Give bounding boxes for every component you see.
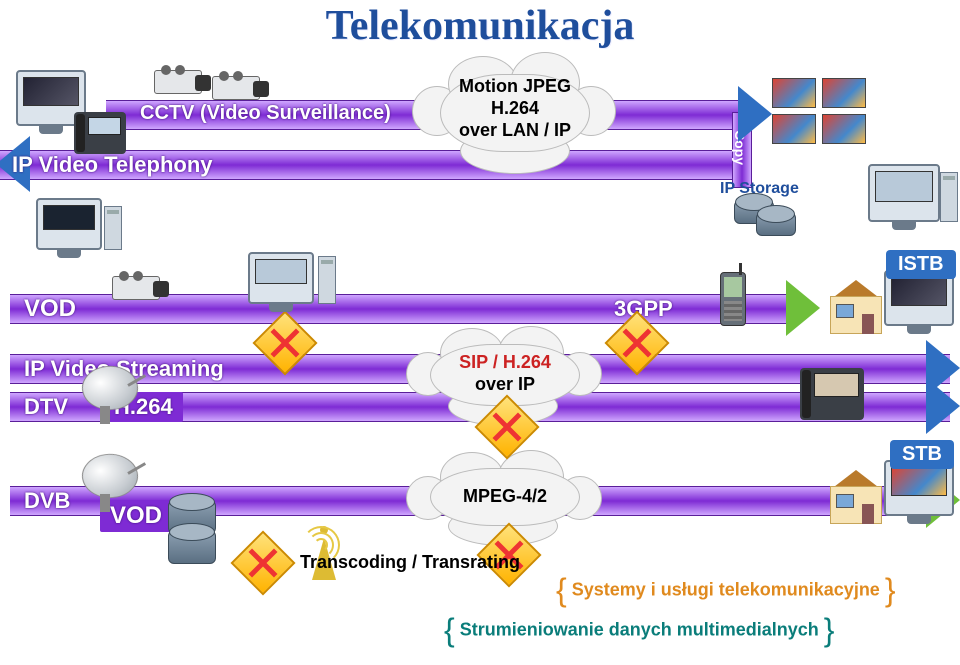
brace-right-icon-2: }	[824, 612, 835, 648]
brace-left-icon-2: {	[444, 612, 455, 648]
cloud-top-l2: H.264	[430, 98, 600, 119]
thumbnail-4	[822, 114, 866, 144]
dish-dvb	[82, 448, 138, 504]
diagram-stage: { "title": "Telekomunikacja", "colors": …	[0, 0, 960, 665]
thumbnail-2	[822, 78, 866, 108]
cloud-mid-l1: SIP / H.264	[420, 352, 590, 373]
hub-2	[484, 404, 530, 450]
tower-left	[104, 206, 122, 250]
ipphone-top-left	[74, 112, 126, 154]
hub-5	[240, 540, 286, 586]
thumbnail-3	[772, 114, 816, 144]
arrow-vod	[786, 280, 820, 336]
camera-cctv-2	[212, 76, 260, 100]
label-dvb: DVB	[24, 488, 70, 514]
ipstorage-cyl-2	[756, 212, 796, 236]
label-cctv: CCTV (Video Surveillance)	[140, 102, 391, 125]
dish-dtv	[82, 360, 138, 416]
cloud-bot-l1: MPEG-4/2	[420, 486, 590, 507]
house-stb	[830, 486, 882, 524]
caption-orange: { Systemy i usługi telekomunikacyjne }	[556, 572, 896, 609]
ipphone-right	[800, 368, 864, 420]
brace-right-icon: }	[885, 572, 896, 608]
workstation-left	[36, 198, 102, 250]
caption-teal-text: Strumieniowanie danych multimedialnych	[460, 619, 819, 639]
workstation-right	[868, 164, 940, 222]
arrow-cctv	[738, 86, 772, 142]
camera-cctv-1	[154, 70, 202, 94]
house-istb	[830, 296, 882, 334]
hub-3	[614, 320, 660, 366]
cloud-top-l3: over LAN / IP	[430, 120, 600, 141]
streaming-monitor	[248, 252, 314, 304]
cloud-motionjpeg: Motion JPEG H.264 over LAN / IP	[430, 56, 600, 166]
label-telephony: IP Video Telephony	[12, 152, 213, 178]
vod-server-2	[168, 530, 216, 564]
arrow-dtv	[926, 378, 960, 434]
camera-vod	[112, 276, 160, 300]
cloud-mid-l2: over IP	[420, 374, 590, 395]
label-vod2: VOD	[100, 500, 172, 532]
cellphone-icon	[720, 272, 746, 326]
istb-tag: ISTB	[886, 250, 956, 279]
stb-tag: STB	[890, 440, 954, 469]
label-dtv: DTV	[24, 394, 68, 420]
caption-teal: { Strumieniowanie danych multimedialnych…	[444, 612, 834, 649]
streaming-tower	[318, 256, 336, 304]
brace-left-icon: {	[556, 572, 567, 608]
label-transcoding: Transcoding / Transrating	[300, 552, 520, 573]
page-title: Telekomunikacja	[0, 2, 960, 50]
label-vod: VOD	[24, 295, 76, 323]
tower-right	[940, 172, 958, 222]
cloud-top-l1: Motion JPEG	[430, 76, 600, 97]
caption-orange-text: Systemy i usługi telekomunikacyjne	[572, 579, 880, 599]
thumbnail-1	[772, 78, 816, 108]
hub-1	[262, 320, 308, 366]
